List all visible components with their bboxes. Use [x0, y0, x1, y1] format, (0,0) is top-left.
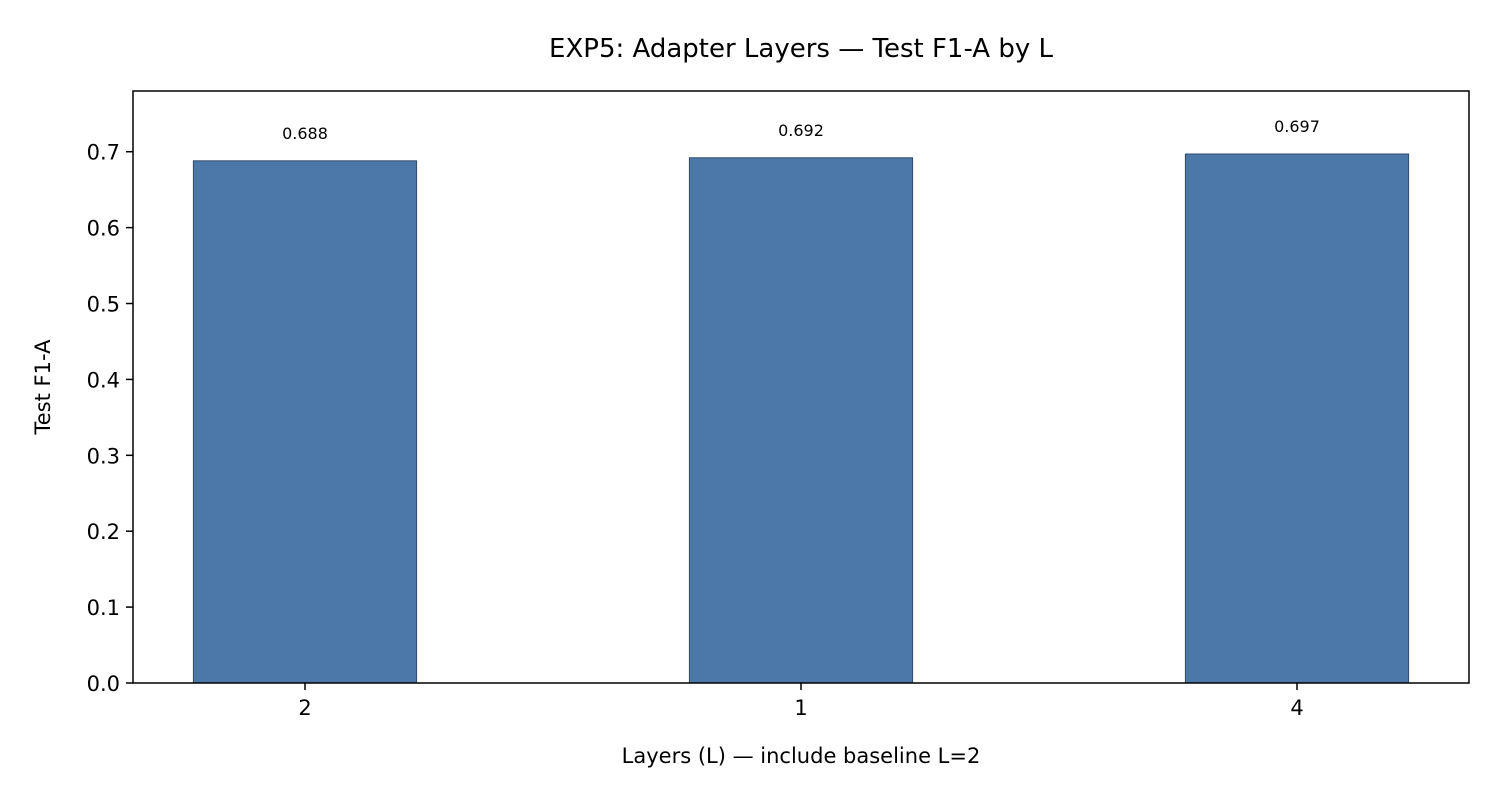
bar-1 — [688, 157, 914, 684]
x-axis: 2 1 4 — [298, 683, 1304, 720]
data-labels-layer: 0.688 0.692 0.697 — [282, 117, 1320, 143]
x-tick-label-2: 2 — [298, 696, 311, 720]
bar-4 — [1184, 153, 1410, 684]
x-tick-label-4: 4 — [1290, 696, 1303, 720]
data-label-2: 0.688 — [282, 124, 328, 143]
y-tick-label-0: 0.0 — [87, 672, 120, 696]
bars-layer — [192, 153, 1410, 684]
y-tick-label-4: 0.4 — [87, 368, 120, 392]
y-tick-label-5: 0.5 — [87, 293, 120, 317]
y-tick-label-1: 0.1 — [87, 596, 120, 620]
y-tick-label-3: 0.3 — [87, 444, 120, 468]
data-label-1: 0.692 — [778, 121, 824, 140]
y-axis-label: Test F1-A — [31, 339, 55, 436]
x-axis-label: Layers (L) — include baseline L=2 — [622, 744, 981, 768]
y-tick-label-6: 0.6 — [87, 217, 120, 241]
y-axis: 0.0 0.1 0.2 0.3 0.4 0.5 0.6 0.7 — [87, 141, 133, 696]
y-tick-label-7: 0.7 — [87, 141, 120, 165]
chart-title: EXP5: Adapter Layers — Test F1-A by L — [549, 34, 1053, 64]
y-tick-label-2: 0.2 — [87, 520, 120, 544]
data-label-4: 0.697 — [1274, 117, 1320, 136]
x-tick-label-1: 1 — [794, 696, 807, 720]
bar-2 — [192, 160, 418, 684]
